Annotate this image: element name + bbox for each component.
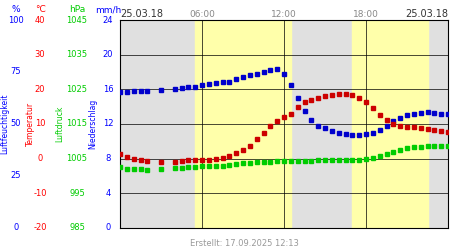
Text: -20: -20 bbox=[33, 224, 47, 232]
Text: Erstellt: 17.09.2025 12:13: Erstellt: 17.09.2025 12:13 bbox=[190, 238, 299, 248]
Text: 985: 985 bbox=[69, 224, 85, 232]
Text: 8: 8 bbox=[105, 154, 111, 163]
Text: 20: 20 bbox=[35, 85, 45, 94]
Text: 10: 10 bbox=[35, 120, 45, 128]
Text: 0: 0 bbox=[105, 224, 111, 232]
Text: 25.03.18: 25.03.18 bbox=[405, 9, 448, 19]
Text: 25: 25 bbox=[11, 172, 21, 180]
Text: 4: 4 bbox=[105, 189, 111, 198]
Text: 18:00: 18:00 bbox=[353, 10, 379, 19]
Text: 1015: 1015 bbox=[67, 120, 87, 128]
Text: 50: 50 bbox=[11, 120, 21, 128]
Text: Niederschlag: Niederschlag bbox=[89, 99, 98, 149]
Text: 75: 75 bbox=[11, 68, 21, 76]
Text: 12:00: 12:00 bbox=[271, 10, 297, 19]
Text: 24: 24 bbox=[103, 16, 113, 24]
Text: Luftfeuchtigkeit: Luftfeuchtigkeit bbox=[0, 94, 9, 154]
Text: 1045: 1045 bbox=[67, 16, 87, 24]
Text: 16: 16 bbox=[103, 85, 113, 94]
Text: 12: 12 bbox=[103, 120, 113, 128]
Text: 100: 100 bbox=[8, 16, 24, 24]
Text: hPa: hPa bbox=[69, 6, 85, 15]
Text: 0: 0 bbox=[37, 154, 43, 163]
Text: Luftdruck: Luftdruck bbox=[55, 106, 64, 142]
Text: %: % bbox=[12, 6, 20, 15]
Text: 0: 0 bbox=[14, 224, 18, 232]
Bar bbox=[352, 20, 428, 228]
Bar bbox=[195, 20, 291, 228]
Text: 20: 20 bbox=[103, 50, 113, 59]
Text: 1005: 1005 bbox=[67, 154, 87, 163]
Text: °C: °C bbox=[35, 6, 45, 15]
Text: 30: 30 bbox=[35, 50, 45, 59]
Text: Temperatur: Temperatur bbox=[26, 102, 35, 146]
Text: 40: 40 bbox=[35, 16, 45, 24]
Text: 06:00: 06:00 bbox=[189, 10, 215, 19]
Text: 1035: 1035 bbox=[67, 50, 88, 59]
Text: mm/h: mm/h bbox=[95, 6, 121, 15]
Text: 25.03.18: 25.03.18 bbox=[120, 9, 163, 19]
Text: 995: 995 bbox=[69, 189, 85, 198]
Text: 1025: 1025 bbox=[67, 85, 87, 94]
Text: -10: -10 bbox=[33, 189, 47, 198]
